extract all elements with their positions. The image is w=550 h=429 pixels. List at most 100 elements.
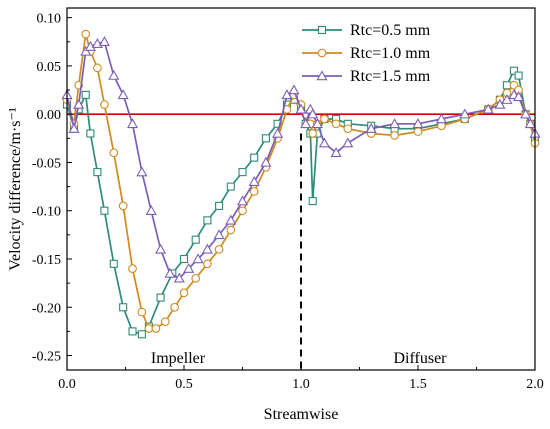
x-axis-title: Streamwise: [264, 406, 339, 423]
data-point-triangle: [365, 122, 377, 133]
legend-label: Rtc=0.5 mm: [350, 22, 431, 39]
data-point-triangle: [342, 137, 354, 148]
data-point-triangle: [213, 229, 225, 240]
data-point-square: [137, 330, 146, 339]
legend: Rtc=0.5 mm Rtc=1.0 mm Rtc=1.5 mm: [302, 22, 431, 85]
data-point-circle: [331, 119, 341, 129]
data-point-square: [250, 153, 259, 162]
y-axis-title: Velocity difference/m·s⁻¹: [7, 107, 24, 271]
data-point-square: [238, 168, 247, 177]
data-point-square: [191, 235, 200, 244]
data-point-square: [128, 327, 137, 336]
data-point-triangle: [272, 127, 284, 138]
y-tick-label: -0.05: [32, 156, 61, 171]
data-point-triangle: [482, 103, 494, 114]
data-point-circle: [320, 114, 329, 124]
data-point-triangle: [236, 195, 249, 206]
y-tick-label: -0.20: [32, 301, 61, 316]
data-point-triangle: [295, 103, 307, 114]
data-point-circle: [170, 302, 179, 312]
data-point-circle: [249, 187, 259, 196]
y-axis-ticks: 0.10 0.05 0.00 -0.05 -0.10 -0.15 -0.20 -0.25: [32, 12, 72, 365]
x-axis-ticks: 0.0 0.5 1.0 1.5 2.0: [58, 365, 544, 392]
legend-marker-triangle: [316, 70, 328, 81]
data-point-circle: [144, 324, 154, 333]
data-point-triangle: [183, 262, 195, 273]
data-point-triangle: [524, 118, 536, 129]
data-point-square: [86, 129, 95, 138]
x-tick-label: 2.0: [526, 377, 544, 392]
series-3: [61, 36, 541, 283]
data-point-triangle: [513, 91, 525, 102]
y-tick-label: 0.00: [37, 108, 62, 123]
data-point-triangle: [155, 243, 167, 254]
x-tick-label: 1.5: [409, 377, 427, 392]
data-point-square: [514, 71, 523, 80]
data-point-triangle: [330, 147, 342, 158]
data-point-circle: [191, 273, 201, 283]
data-point-triangle: [307, 108, 319, 119]
reference-lines: [67, 113, 535, 370]
data-point-triangle: [260, 156, 272, 167]
data-point-square: [509, 66, 518, 75]
data-point-triangle: [192, 253, 204, 264]
data-point-circle: [413, 127, 423, 136]
data-point-triangle: [84, 40, 96, 51]
data-point-circle: [308, 129, 318, 138]
data-point-circle: [343, 124, 353, 134]
data-point-triangle: [201, 243, 213, 254]
data-point-triangle: [173, 272, 185, 283]
data-point-triangle: [311, 118, 323, 129]
x-tick-label: 1.0: [292, 377, 310, 392]
data-point-square: [109, 259, 118, 268]
legend-marker-circle: [317, 48, 327, 58]
data-point-circle: [151, 324, 161, 333]
data-point-triangle: [494, 98, 506, 109]
data-point-circle: [238, 206, 247, 216]
x-tick-label: 0.0: [58, 377, 76, 392]
diffuser-region-label: Diffuser: [393, 350, 447, 367]
y-tick-label: 0.10: [37, 12, 62, 27]
data-point-square: [215, 201, 224, 210]
data-point-triangle: [459, 108, 471, 119]
data-point-triangle: [73, 98, 85, 109]
impeller-region-label: Impeller: [151, 350, 206, 367]
data-point-triangle: [389, 118, 401, 129]
y-tick-label: 0.05: [37, 60, 62, 75]
data-point-triangle: [80, 45, 92, 56]
data-point-triangle: [248, 176, 260, 186]
data-point-circle: [128, 264, 137, 273]
data-point-circle: [100, 100, 109, 109]
data-point-square: [273, 119, 282, 128]
data-point-triangle: [281, 89, 293, 100]
data-point-triangle: [164, 267, 176, 278]
data-point-circle: [203, 259, 212, 269]
data-point-triangle: [300, 118, 312, 129]
data-point-square: [179, 254, 189, 264]
data-point-triangle: [412, 118, 424, 129]
data-point-circle: [390, 131, 399, 140]
x-tick-label: 0.5: [175, 377, 193, 392]
data-point-circle: [160, 317, 170, 327]
data-point-triangle: [225, 214, 237, 225]
data-point-square: [100, 206, 109, 215]
data-point-triangle: [126, 118, 139, 129]
data-point-triangle: [98, 36, 110, 47]
data-point-circle: [93, 63, 102, 73]
series-2: [62, 29, 540, 333]
y-tick-label: -0.10: [32, 205, 61, 220]
data-point-triangle: [520, 108, 532, 119]
data-point-triangle: [136, 166, 148, 177]
data-point-triangle: [117, 89, 129, 100]
data-point-square: [261, 134, 270, 143]
y-tick-label: -0.25: [32, 350, 61, 365]
data-point-circle: [214, 244, 224, 254]
data-point-triangle: [318, 137, 330, 148]
data-point-square: [93, 168, 102, 177]
data-point-triangle: [108, 69, 120, 80]
data-point-square: [119, 303, 128, 312]
data-point-square: [156, 293, 165, 302]
data-point-circle: [137, 307, 147, 317]
data-point-circle: [118, 201, 128, 211]
